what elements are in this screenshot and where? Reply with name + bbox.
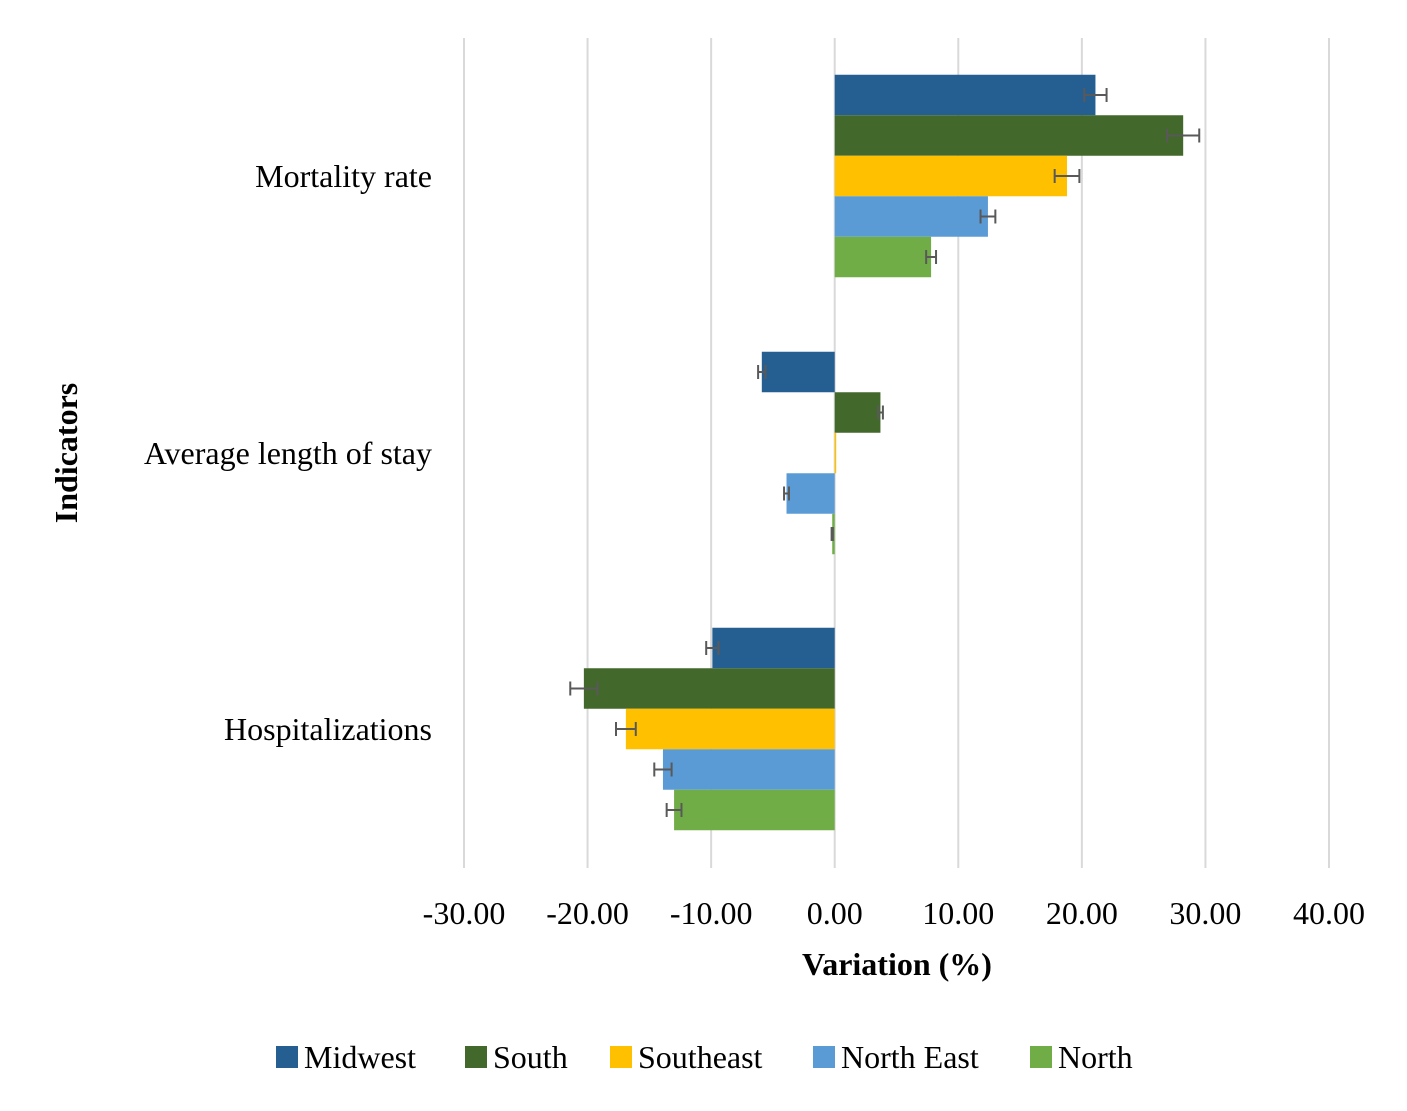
x-tick-label: -20.00	[546, 895, 629, 931]
legend-label: North	[1058, 1039, 1133, 1075]
legend-label: Midwest	[304, 1039, 416, 1075]
bar-north-east	[786, 473, 835, 514]
error-bar	[614, 722, 637, 736]
bar-north-east	[662, 749, 835, 790]
x-tick-labels: -30.00 -20.00 -10.00 0.00 10.00 20.00 30.00 40.…	[423, 895, 1365, 931]
x-tick-label: 20.00	[1046, 895, 1118, 931]
error-bar	[876, 405, 884, 420]
x-tick-label: 0.00	[807, 895, 863, 931]
error-bar	[757, 365, 767, 379]
bar-midwest	[712, 627, 835, 669]
legend-item: South	[465, 1039, 568, 1075]
x-tick-label: 40.00	[1293, 895, 1365, 931]
bar-south	[834, 115, 1184, 156]
error-bar	[1083, 88, 1108, 102]
error-bar	[925, 250, 938, 264]
legend-item: North East	[813, 1039, 979, 1075]
error-bar	[783, 486, 790, 501]
bar-north	[674, 789, 835, 831]
error-bars	[569, 88, 1201, 817]
error-bar	[1053, 169, 1081, 183]
legend-label: Southeast	[638, 1039, 763, 1075]
bars	[583, 74, 1184, 831]
bar-southeast	[834, 155, 1068, 197]
bar-north	[834, 236, 932, 278]
y-axis-title: Indicators	[48, 383, 84, 523]
legend-label: North East	[841, 1039, 979, 1075]
category-label: Hospitalizations	[224, 711, 432, 747]
error-bar	[653, 762, 673, 777]
error-bar	[979, 209, 997, 224]
bar-midwest	[834, 74, 1096, 116]
bar-south	[834, 392, 881, 433]
legend-item: Midwest	[276, 1039, 416, 1075]
bar-southeast	[625, 708, 835, 750]
category-labels: Mortality rate Average length of stay Hosp…	[144, 158, 432, 747]
x-axis-title: Variation (%)	[802, 946, 992, 982]
bar-midwest	[761, 351, 835, 393]
category-label: Mortality rate	[255, 158, 432, 194]
legend-swatch	[610, 1046, 632, 1068]
legend-swatch	[813, 1046, 835, 1068]
x-tick-label: -30.00	[423, 895, 506, 931]
legend-swatch	[276, 1046, 298, 1068]
error-bar	[705, 641, 720, 655]
error-bar	[665, 803, 683, 817]
bar-southeast	[834, 432, 837, 474]
legend: Midwest South Southeast North East North	[276, 1039, 1133, 1075]
bar-north-east	[834, 196, 988, 237]
legend-swatch	[465, 1046, 487, 1068]
x-tick-label: 30.00	[1169, 895, 1241, 931]
category-label: Average length of stay	[144, 435, 432, 471]
x-tick-label: -10.00	[670, 895, 753, 931]
legend-swatch	[1030, 1046, 1052, 1068]
error-bar	[830, 527, 834, 541]
bar-south	[583, 668, 835, 709]
error-bar	[1166, 128, 1201, 143]
x-tick-label: 10.00	[922, 895, 994, 931]
legend-item: Southeast	[610, 1039, 763, 1075]
legend-item: North	[1030, 1039, 1133, 1075]
legend-label: South	[493, 1039, 568, 1075]
error-bar	[569, 681, 599, 696]
